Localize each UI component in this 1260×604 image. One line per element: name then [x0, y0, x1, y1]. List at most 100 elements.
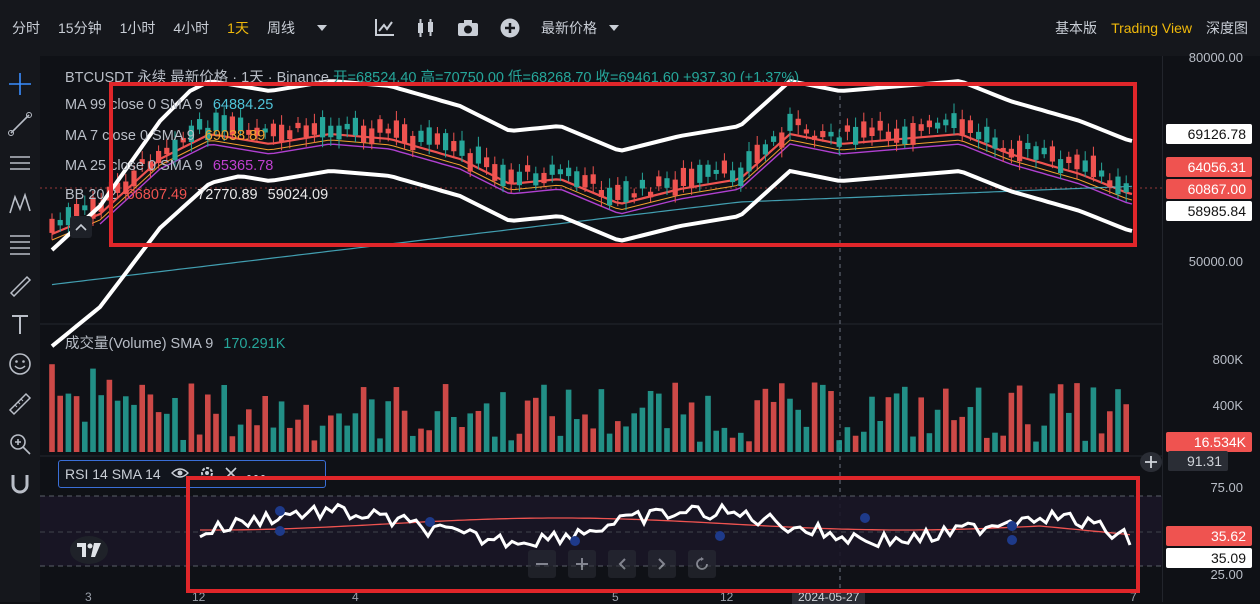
- settings-icon[interactable]: [199, 465, 215, 484]
- volume-bar: [385, 401, 391, 452]
- candle: [836, 137, 842, 147]
- candle: [721, 160, 727, 174]
- ma99-value: 64884.25: [212, 97, 274, 113]
- volume-bar: [779, 383, 785, 452]
- scroll-right-button[interactable]: [648, 550, 676, 578]
- timeframe-15m[interactable]: 15分钟: [58, 20, 102, 36]
- pattern-icon[interactable]: [4, 186, 36, 222]
- candle: [393, 120, 399, 138]
- candle: [844, 125, 850, 132]
- candle: [623, 181, 629, 203]
- candle: [664, 178, 670, 188]
- price-type-select[interactable]: 最新价格: [540, 20, 597, 36]
- bb-upper-tag: 69126.78: [1166, 124, 1252, 144]
- candle: [853, 126, 859, 145]
- candle: [951, 113, 957, 129]
- emoji-icon[interactable]: [4, 346, 36, 382]
- volume-bar: [926, 433, 933, 452]
- candle: [377, 119, 383, 133]
- candle: [287, 130, 293, 140]
- candle: [746, 151, 752, 172]
- volume-bar: [590, 428, 596, 452]
- volume-bar: [1107, 411, 1113, 452]
- scroll-left-button[interactable]: [608, 550, 636, 578]
- candle: [484, 157, 490, 168]
- chevron-down-icon[interactable]: [311, 17, 333, 39]
- candle: [943, 119, 949, 126]
- rsi-crosshair-tag: 91.31: [1168, 451, 1228, 471]
- text-icon[interactable]: [4, 306, 36, 342]
- timeframe-1h[interactable]: 1小时: [119, 20, 156, 36]
- candle: [418, 130, 424, 142]
- more-icon[interactable]: [246, 466, 265, 482]
- view-tradingview[interactable]: Trading View: [1111, 20, 1192, 36]
- volume-bar: [73, 396, 80, 452]
- volume-bar: [98, 395, 104, 452]
- reset-chart-button[interactable]: [688, 550, 716, 578]
- brush-icon[interactable]: [4, 266, 36, 302]
- rsi-legend[interactable]: RSI 14 SMA 14: [58, 460, 326, 488]
- volume-bar: [475, 410, 482, 452]
- volume-bar: [426, 430, 432, 452]
- camera-icon[interactable]: [457, 17, 479, 39]
- indicator-icon[interactable]: [373, 17, 395, 39]
- add-icon[interactable]: [499, 17, 521, 39]
- candle: [648, 191, 654, 198]
- eye-icon[interactable]: [170, 466, 189, 483]
- timeframe-minute[interactable]: 分时: [12, 20, 40, 36]
- volume-bar: [131, 404, 137, 452]
- zoom-in-button[interactable]: [568, 550, 596, 578]
- volume-bar: [164, 413, 170, 452]
- price-axis[interactable]: 80000.00 50000.00 800K 400K 75.00 25.00: [1162, 50, 1260, 602]
- candle: [1008, 148, 1014, 158]
- candle: [894, 128, 900, 143]
- candle: [820, 131, 826, 138]
- candle: [590, 174, 596, 184]
- collapse-legend-button[interactable]: [70, 216, 92, 238]
- candle: [311, 123, 317, 135]
- volume-bar: [270, 427, 277, 452]
- volume-bar: [1025, 424, 1031, 452]
- volume-tick: 400K: [1212, 398, 1243, 413]
- volume-bar: [606, 433, 613, 452]
- candle: [607, 187, 613, 206]
- horizontal-lines-icon[interactable]: [4, 146, 36, 182]
- volume-bar: [762, 388, 769, 452]
- trend-line-icon[interactable]: [4, 106, 36, 142]
- candle: [1074, 154, 1080, 170]
- bb-legend: BB 20 2 66807.49 72770.89 59024.09: [65, 187, 328, 203]
- candle: [902, 126, 908, 145]
- view-basic[interactable]: 基本版: [1055, 20, 1098, 36]
- timeframe-4h[interactable]: 4小时: [173, 20, 210, 36]
- timeframe-week[interactable]: 周线: [266, 20, 295, 36]
- close-icon[interactable]: [225, 466, 237, 482]
- chart-nav-controls: [528, 550, 738, 578]
- symbol-legend: BTCUSDT 永续 最新价格 · 1天 · Binance 开=68524.4…: [65, 66, 799, 87]
- candle: [574, 171, 580, 188]
- volume-bar: [303, 404, 309, 452]
- crosshair-icon[interactable]: [4, 66, 36, 102]
- candle: [246, 129, 252, 135]
- fib-icon[interactable]: [4, 226, 36, 262]
- candle: [730, 170, 736, 183]
- bb-lower-line: [50, 168, 1133, 348]
- chart-area[interactable]: BTCUSDT 永续 最新价格 · 1天 · Binance 开=68524.4…: [40, 56, 1162, 604]
- add-level-button[interactable]: [1140, 452, 1162, 472]
- timeframe-1d[interactable]: 1天: [227, 20, 249, 36]
- magnet-icon[interactable]: [4, 466, 36, 502]
- ruler-icon[interactable]: [4, 386, 36, 422]
- candle: [459, 140, 465, 156]
- volume-bar: [697, 441, 703, 452]
- candle: [500, 164, 506, 187]
- view-depth[interactable]: 深度图: [1206, 20, 1248, 36]
- candle: [320, 117, 326, 138]
- candle: [1115, 176, 1121, 195]
- zoom-out-button[interactable]: [528, 550, 556, 578]
- zoom-icon[interactable]: [4, 426, 36, 462]
- candle: [754, 144, 760, 164]
- volume-bar: [57, 395, 63, 452]
- volume-bar: [574, 419, 580, 452]
- candle: [508, 169, 514, 184]
- chevron-down-icon[interactable]: [603, 17, 625, 39]
- candle-type-icon[interactable]: [415, 17, 437, 39]
